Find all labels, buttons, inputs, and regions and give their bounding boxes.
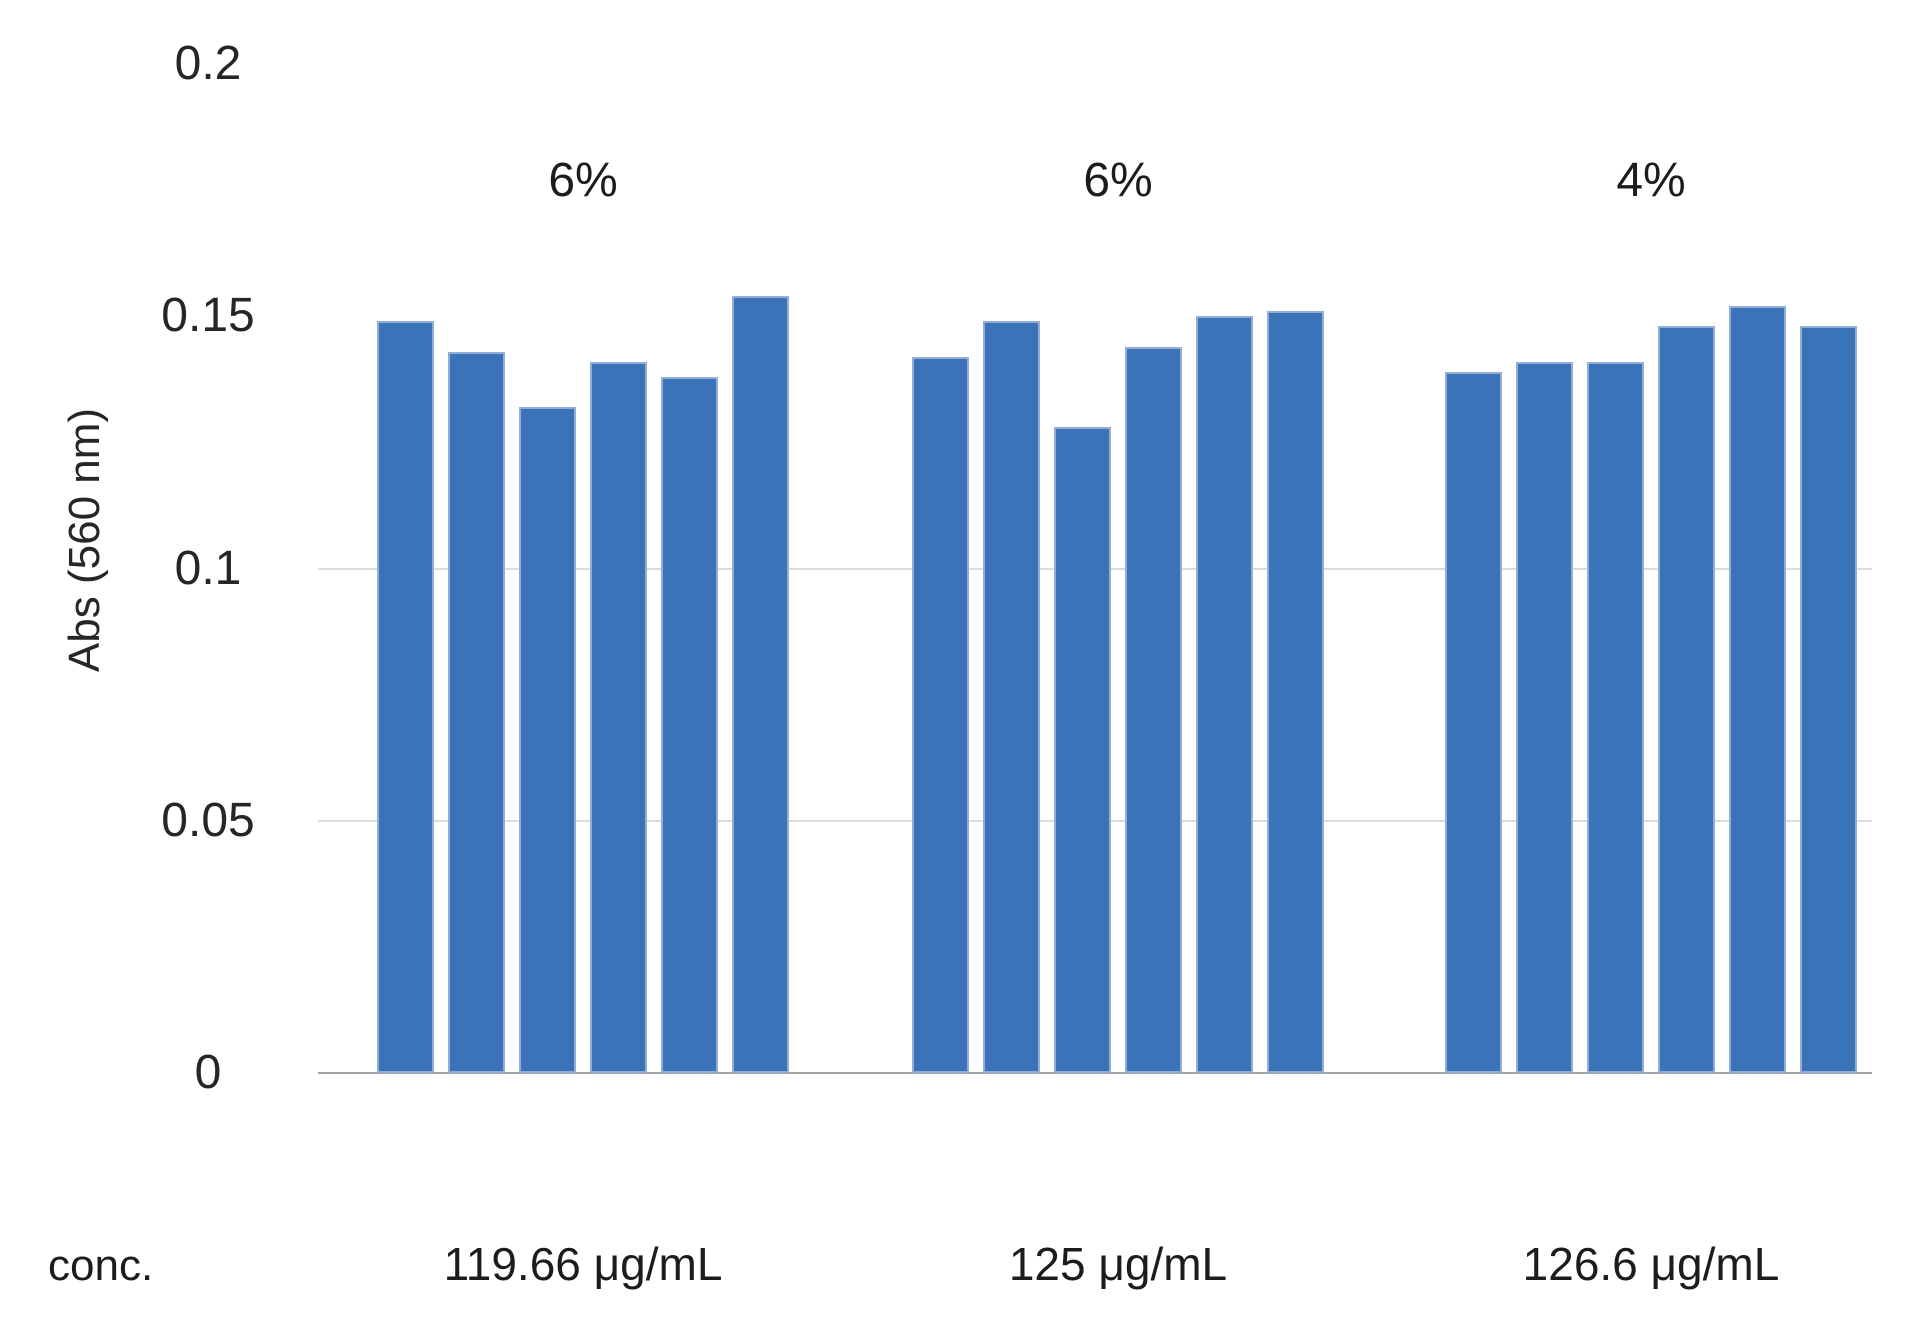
bar [1587,362,1644,1073]
bar [377,321,434,1073]
x-axis-line [318,1072,1872,1074]
group-cv-annotation: 6% [1083,154,1153,207]
y-tick-label: 0.05 [161,794,255,847]
bar [1196,316,1253,1073]
x-axis-prefix-label: conc. [48,1241,154,1290]
bar [732,296,789,1073]
bar [1445,372,1502,1073]
bar [661,377,718,1073]
bar [590,362,647,1073]
x-group-label: 125 μg/mL [1008,1238,1228,1290]
bar-group [912,311,1324,1073]
y-tick-label: 0.1 [174,542,242,595]
bar-group [1445,306,1857,1073]
y-tick-label: 0.2 [174,37,242,90]
bar [519,407,576,1073]
plot-area [318,64,1872,1074]
bar [1658,326,1715,1073]
bar [983,321,1040,1073]
y-tick-label: 0.15 [161,289,255,342]
bar [448,352,505,1073]
bar [1516,362,1573,1073]
x-group-label: 119.66 μg/mL [443,1238,723,1290]
y-tick-label: 0 [194,1046,222,1099]
group-cv-annotation: 6% [548,154,618,207]
bar [1800,326,1857,1073]
bar [1729,306,1786,1073]
bar [1125,347,1182,1073]
bar [912,357,969,1073]
bar-group [377,296,789,1073]
bar [1267,311,1324,1073]
bar [1054,427,1111,1073]
x-group-label: 126.6 μg/mL [1522,1238,1780,1290]
group-cv-annotation: 4% [1616,154,1686,207]
y-axis-title: Abs (560 nm) [60,407,109,673]
